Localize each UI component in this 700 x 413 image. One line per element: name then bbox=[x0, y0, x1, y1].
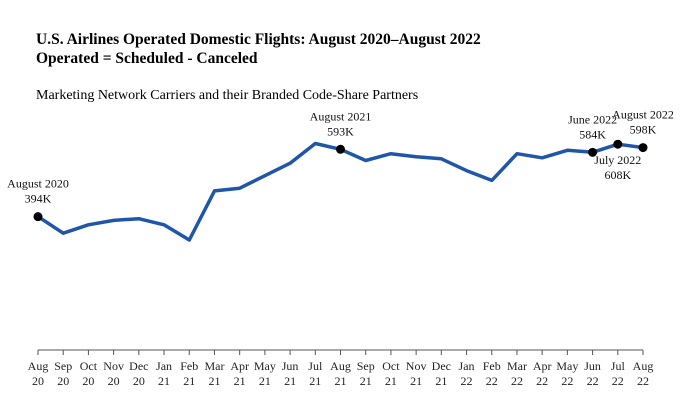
x-tick-label-year: 21 bbox=[234, 374, 246, 388]
title-line-2: Operated = Scheduled - Canceled bbox=[36, 50, 258, 67]
x-tick-label-month: Jan bbox=[459, 359, 475, 373]
x-tick-label-month: Aug bbox=[633, 359, 654, 373]
annotation-value: 584K bbox=[579, 127, 606, 141]
title-line-1: U.S. Airlines Operated Domestic Flights:… bbox=[36, 31, 481, 48]
data-point-marker bbox=[33, 212, 43, 222]
x-tick-label-month: Aug bbox=[28, 359, 49, 373]
x-tick-label-month: Jan bbox=[156, 359, 172, 373]
x-tick-label-month: Jun bbox=[584, 359, 601, 373]
x-tick-label-year: 21 bbox=[435, 374, 447, 388]
x-tick-label-year: 20 bbox=[32, 374, 44, 388]
x-tick-label-year: 21 bbox=[360, 374, 372, 388]
data-point-marker bbox=[638, 143, 648, 153]
annotation-label: August 2021 bbox=[310, 109, 372, 123]
x-tick-label-year: 22 bbox=[561, 374, 573, 388]
x-tick-label-month: Jul bbox=[611, 359, 626, 373]
x-tick-label-month: Sep bbox=[54, 359, 72, 373]
x-tick-label-month: Apr bbox=[533, 359, 552, 373]
annotation-label: August 2022 bbox=[612, 108, 674, 122]
x-tick-label-month: Apr bbox=[230, 359, 249, 373]
x-tick-label-year: 22 bbox=[486, 374, 498, 388]
x-tick-label-year: 21 bbox=[335, 374, 347, 388]
x-tick-label-month: Nov bbox=[406, 359, 427, 373]
x-tick-label-year: 22 bbox=[637, 374, 649, 388]
annotation-value: 394K bbox=[25, 192, 52, 206]
x-tick-label-month: Nov bbox=[103, 359, 124, 373]
x-tick-label-month: May bbox=[254, 359, 276, 373]
x-tick-label-year: 20 bbox=[133, 374, 145, 388]
x-tick-label-month: Sep bbox=[357, 359, 375, 373]
x-tick-label-month: Mar bbox=[204, 359, 224, 373]
x-tick-label-year: 20 bbox=[108, 374, 120, 388]
x-tick-label-month: Feb bbox=[483, 359, 501, 373]
x-tick-label-year: 21 bbox=[309, 374, 321, 388]
x-tick-label-year: 22 bbox=[511, 374, 523, 388]
data-point-marker bbox=[613, 139, 623, 149]
x-tick-label-month: Mar bbox=[507, 359, 527, 373]
annotation-value: 593K bbox=[327, 124, 354, 138]
x-tick-label-year: 22 bbox=[612, 374, 624, 388]
x-tick-label-month: Feb bbox=[180, 359, 198, 373]
annotation-value: 598K bbox=[630, 123, 657, 137]
x-tick-label-year: 20 bbox=[57, 374, 69, 388]
x-tick-label-month: Jul bbox=[308, 359, 323, 373]
x-tick-label-month: Aug bbox=[330, 359, 351, 373]
chart-title: U.S. Airlines Operated Domestic Flights:… bbox=[36, 30, 481, 68]
annotation-label: July 2022 bbox=[594, 153, 641, 167]
data-point-marker bbox=[588, 147, 598, 157]
x-tick-label-month: Oct bbox=[80, 359, 98, 373]
x-tick-label-month: Jun bbox=[282, 359, 299, 373]
x-tick-label-year: 20 bbox=[82, 374, 94, 388]
chart-subtitle: Marketing Network Carriers and their Bra… bbox=[36, 88, 419, 103]
x-tick-label-year: 22 bbox=[536, 374, 548, 388]
x-tick-label-year: 21 bbox=[158, 374, 170, 388]
x-tick-label-month: Dec bbox=[432, 359, 451, 373]
annotation-label: June 2022 bbox=[568, 112, 617, 126]
x-tick-label-year: 22 bbox=[461, 374, 473, 388]
x-tick-label-year: 21 bbox=[208, 374, 220, 388]
x-tick-label-year: 21 bbox=[410, 374, 422, 388]
x-tick-label-month: May bbox=[556, 359, 578, 373]
x-tick-label-year: 21 bbox=[385, 374, 397, 388]
x-tick-label-month: Oct bbox=[382, 359, 400, 373]
x-tick-label-year: 21 bbox=[183, 374, 195, 388]
annotation-label: August 2020 bbox=[7, 177, 69, 191]
x-tick-label-year: 22 bbox=[587, 374, 599, 388]
x-tick-label-month: Dec bbox=[129, 359, 148, 373]
annotation-value: 608K bbox=[604, 168, 631, 182]
x-tick-label-year: 21 bbox=[284, 374, 296, 388]
x-tick-label-year: 21 bbox=[259, 374, 271, 388]
series-line bbox=[36, 141, 645, 242]
data-point-marker bbox=[336, 144, 345, 154]
